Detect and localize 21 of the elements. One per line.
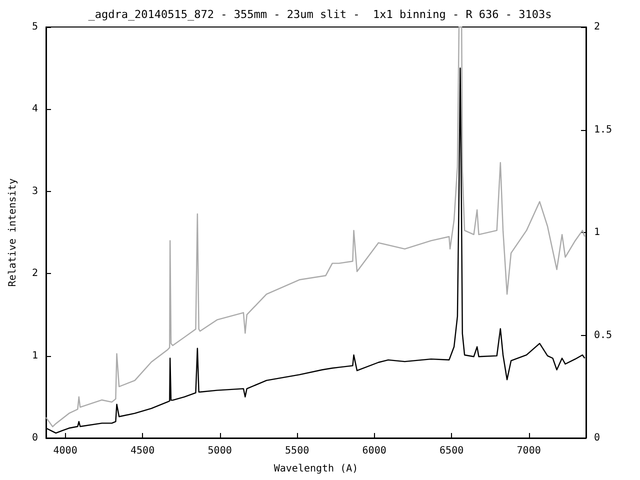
x-tick-label: 5000: [208, 446, 232, 456]
x-tick-label: 7000: [516, 446, 541, 456]
y2-tick-label: 2: [594, 22, 600, 32]
x-tick-label: 6500: [440, 446, 464, 456]
y-tick-label: 4: [32, 104, 38, 115]
x-tick-label: 4000: [53, 446, 78, 456]
y-tick-label: 0: [32, 432, 38, 444]
y-tick-label: 1: [32, 350, 38, 362]
y-tick-label: 5: [32, 22, 38, 32]
x-tick-label: 4500: [130, 446, 155, 456]
x-axis-title: Wavelength (A): [274, 464, 358, 474]
y-tick-label: 2: [32, 268, 38, 280]
y2-tick-label: 1.5: [594, 124, 612, 136]
chart-title: _agdra_20140515_872 - 355mm - 23um slit - 1x1 binning - R 636 - 3103s: [88, 8, 552, 21]
y2-tick-label: 0: [594, 432, 600, 444]
x-tick-label: 6000: [362, 446, 386, 456]
y2-tick-label: 0.5: [594, 330, 612, 341]
x-tick-label: 5500: [285, 446, 310, 456]
y-tick-label: 3: [32, 186, 38, 197]
y2-tick-label: 1: [594, 227, 600, 238]
y-axis-title: Relative intensity: [8, 178, 18, 287]
